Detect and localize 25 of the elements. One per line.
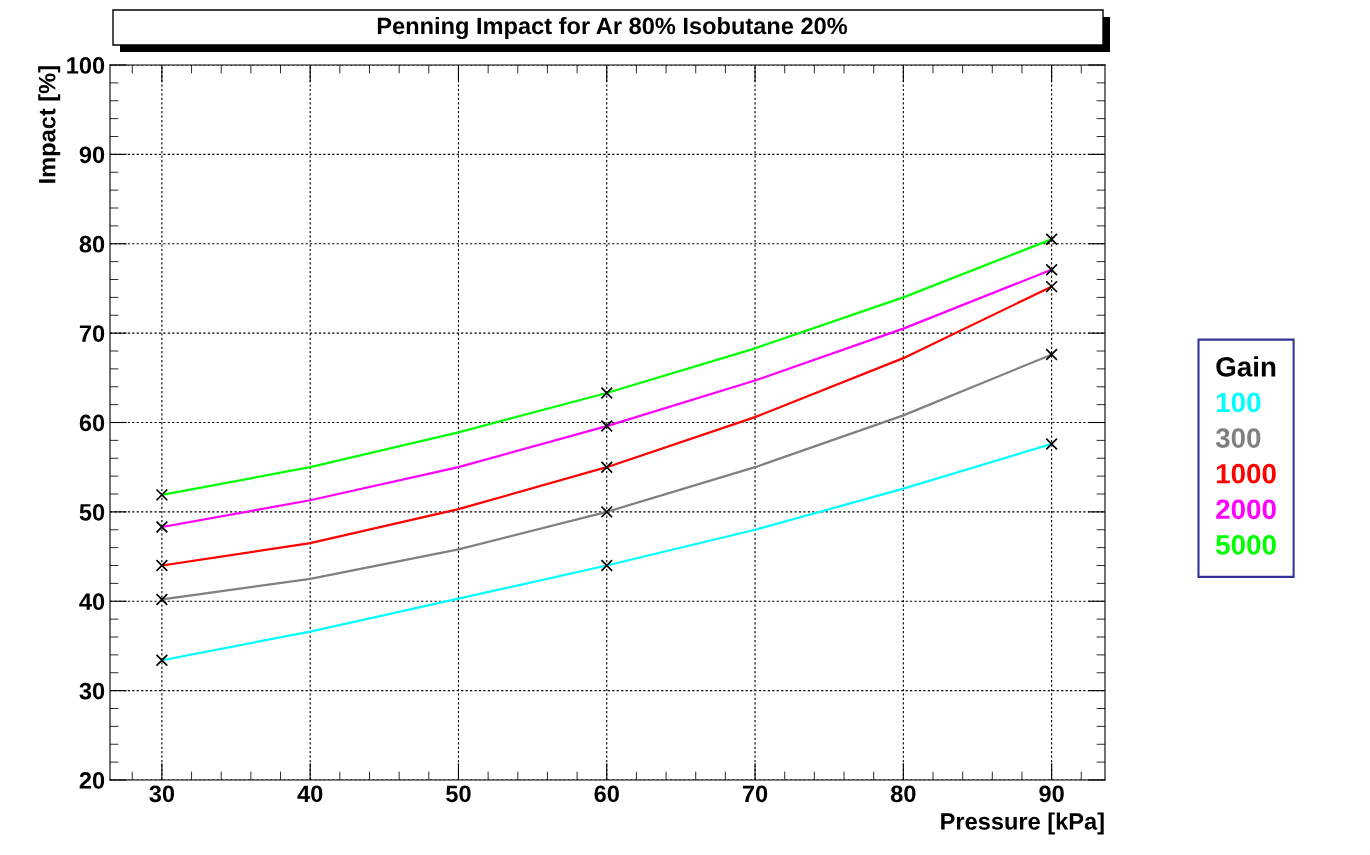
text: 100 xyxy=(1216,392,1261,413)
x-tick-label: 70 xyxy=(742,785,768,803)
x-axis-title: Pressure [kPa] xyxy=(941,812,1104,835)
x-tick-label: 60 xyxy=(594,785,619,803)
y-tick-label: 40 xyxy=(79,593,105,611)
y-tick-label: 90 xyxy=(79,146,105,164)
y-tick-label: 50 xyxy=(79,503,105,521)
y-axis-title: Impact [%] xyxy=(38,66,61,183)
y-tick-label: 80 xyxy=(79,235,105,253)
x-tick-label: 90 xyxy=(1039,785,1064,803)
text: 300 xyxy=(1215,428,1261,448)
y-tick-label: 60 xyxy=(79,414,105,432)
y-tick-label: 70 xyxy=(79,325,105,342)
text: 5000 xyxy=(1216,535,1276,555)
y-tick-label: 100 xyxy=(67,57,105,74)
legend-title: Gain xyxy=(1216,356,1276,377)
y-tick-label: 30 xyxy=(79,682,105,700)
y-tick-label: 20 xyxy=(79,772,105,789)
text: 1000 xyxy=(1216,463,1276,484)
chart-title: Penning Impact for Ar 80% Isobutane 20% xyxy=(377,16,848,40)
x-tick-label: 40 xyxy=(297,785,323,803)
text: 2000 xyxy=(1216,499,1276,520)
x-tick-label: 80 xyxy=(890,785,916,803)
x-tick-label: 50 xyxy=(446,785,471,803)
x-tick-label: 30 xyxy=(149,785,175,803)
